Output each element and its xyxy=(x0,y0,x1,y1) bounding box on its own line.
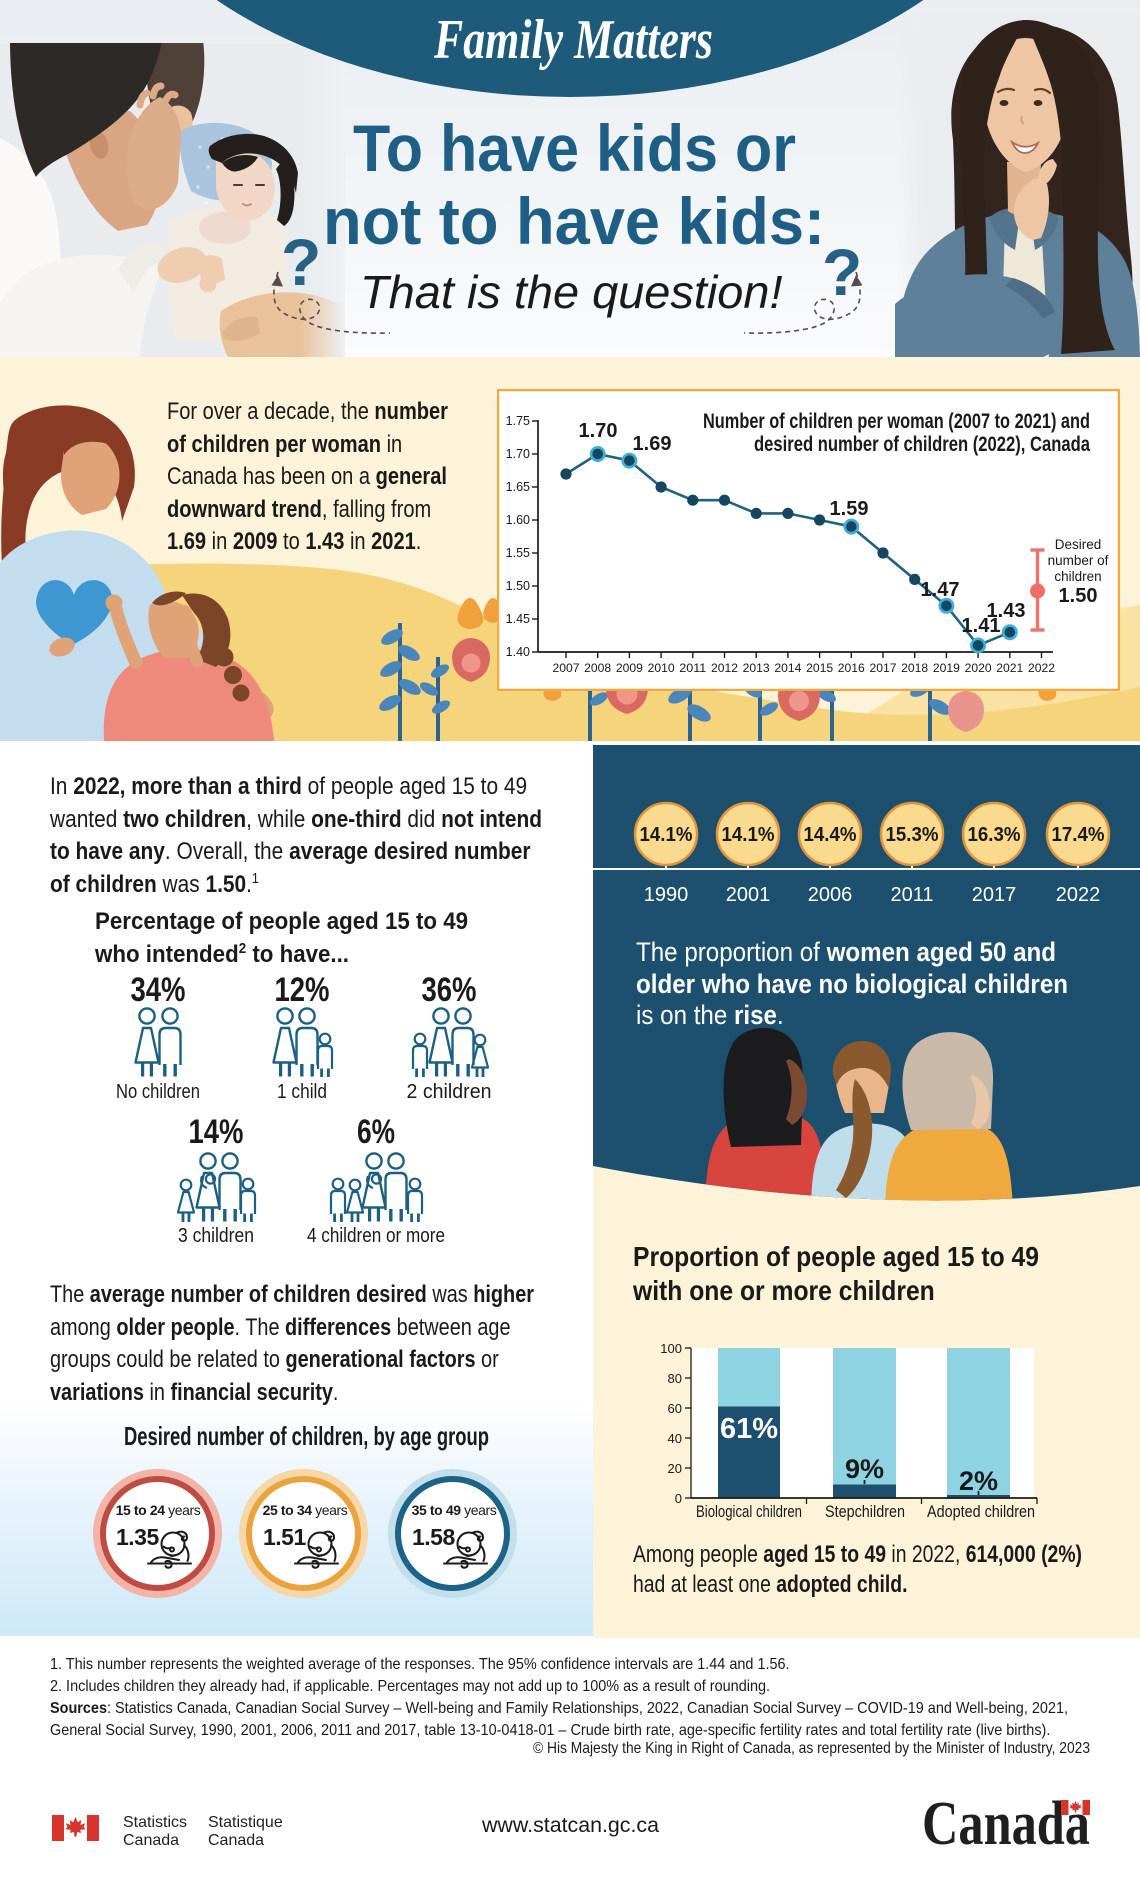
svg-text:14.1%: 14.1% xyxy=(722,824,775,846)
svg-text:6%: 6% xyxy=(357,1113,395,1151)
svg-text:2011: 2011 xyxy=(679,661,706,675)
svg-text:2016: 2016 xyxy=(838,661,865,675)
svg-text:1.45: 1.45 xyxy=(506,612,530,626)
svg-text:2006: 2006 xyxy=(808,884,853,906)
svg-text:Stepchildren: Stepchildren xyxy=(825,1503,905,1521)
svg-text:60: 60 xyxy=(668,1401,682,1416)
svg-text:No children: No children xyxy=(116,1080,200,1103)
svg-text:2022: 2022 xyxy=(1028,661,1055,675)
svg-text:1.70: 1.70 xyxy=(506,447,530,461)
svg-text:1.59: 1.59 xyxy=(830,498,869,520)
svg-text:2021: 2021 xyxy=(996,661,1023,675)
svg-text:2007: 2007 xyxy=(553,661,580,675)
svg-text:2017: 2017 xyxy=(972,884,1017,906)
svg-text:1.50: 1.50 xyxy=(1059,585,1098,607)
svg-text:2012: 2012 xyxy=(711,661,738,675)
svg-text:12%: 12% xyxy=(275,971,330,1009)
svg-text:number of: number of xyxy=(1048,553,1109,568)
svg-text:2001: 2001 xyxy=(726,884,771,906)
svg-text:1.69: 1.69 xyxy=(633,433,672,455)
svg-text:20: 20 xyxy=(668,1461,682,1476)
svg-text:14%: 14% xyxy=(189,1113,244,1151)
svg-text:1.40: 1.40 xyxy=(506,645,530,659)
svg-text:15.3%: 15.3% xyxy=(886,824,939,846)
svg-text:1990: 1990 xyxy=(644,884,689,906)
svg-text:2017: 2017 xyxy=(870,661,897,675)
svg-text:1.47: 1.47 xyxy=(921,579,960,601)
svg-text:80: 80 xyxy=(668,1371,682,1386)
svg-text:1.50: 1.50 xyxy=(506,579,530,593)
svg-text:100: 100 xyxy=(660,1341,682,1356)
svg-text:2 children: 2 children xyxy=(407,1080,492,1103)
svg-text:Adopted children: Adopted children xyxy=(927,1503,1035,1521)
svg-text:14.4%: 14.4% xyxy=(804,824,857,846)
svg-text:Desired: Desired xyxy=(1055,537,1102,552)
svg-text:1.41: 1.41 xyxy=(962,615,1001,637)
svg-text:2018: 2018 xyxy=(901,661,928,675)
svg-text:children: children xyxy=(1054,569,1101,584)
svg-text:Biological children: Biological children xyxy=(696,1503,802,1521)
svg-text:1.65: 1.65 xyxy=(506,480,530,494)
svg-text:2013: 2013 xyxy=(743,661,770,675)
svg-text:3 children: 3 children xyxy=(178,1224,254,1247)
svg-text:1 child: 1 child xyxy=(277,1080,327,1103)
svg-text:2011: 2011 xyxy=(890,884,933,906)
svg-text:1.70: 1.70 xyxy=(579,420,618,442)
svg-text:2010: 2010 xyxy=(648,661,675,675)
svg-text:61%: 61% xyxy=(720,1413,778,1445)
svg-text:9%: 9% xyxy=(845,1454,884,1484)
svg-text:2008: 2008 xyxy=(584,661,611,675)
svg-text:36%: 36% xyxy=(422,971,477,1009)
svg-text:2014: 2014 xyxy=(774,661,801,675)
svg-text:4 children or more: 4 children or more xyxy=(307,1224,445,1247)
svg-text:2019: 2019 xyxy=(933,661,960,675)
svg-text:Number of children per woman (: Number of children per woman (2007 to 20… xyxy=(703,409,1090,433)
svg-text:2009: 2009 xyxy=(616,661,643,675)
svg-text:1.75: 1.75 xyxy=(506,414,530,428)
svg-text:16.3%: 16.3% xyxy=(968,824,1021,846)
svg-text:0: 0 xyxy=(675,1491,682,1506)
svg-text:1.60: 1.60 xyxy=(506,513,530,527)
svg-text:2015: 2015 xyxy=(806,661,833,675)
svg-text:17.4%: 17.4% xyxy=(1052,824,1105,846)
svg-text:2022: 2022 xyxy=(1056,884,1101,906)
svg-text:34%: 34% xyxy=(131,971,186,1009)
svg-text:14.1%: 14.1% xyxy=(640,824,693,846)
svg-text:desired number of children (20: desired number of children (2022), Canad… xyxy=(754,432,1091,456)
svg-text:40: 40 xyxy=(668,1431,682,1446)
svg-text:2020: 2020 xyxy=(965,661,992,675)
svg-text:1.55: 1.55 xyxy=(506,546,530,560)
svg-text:1.43: 1.43 xyxy=(987,600,1026,622)
